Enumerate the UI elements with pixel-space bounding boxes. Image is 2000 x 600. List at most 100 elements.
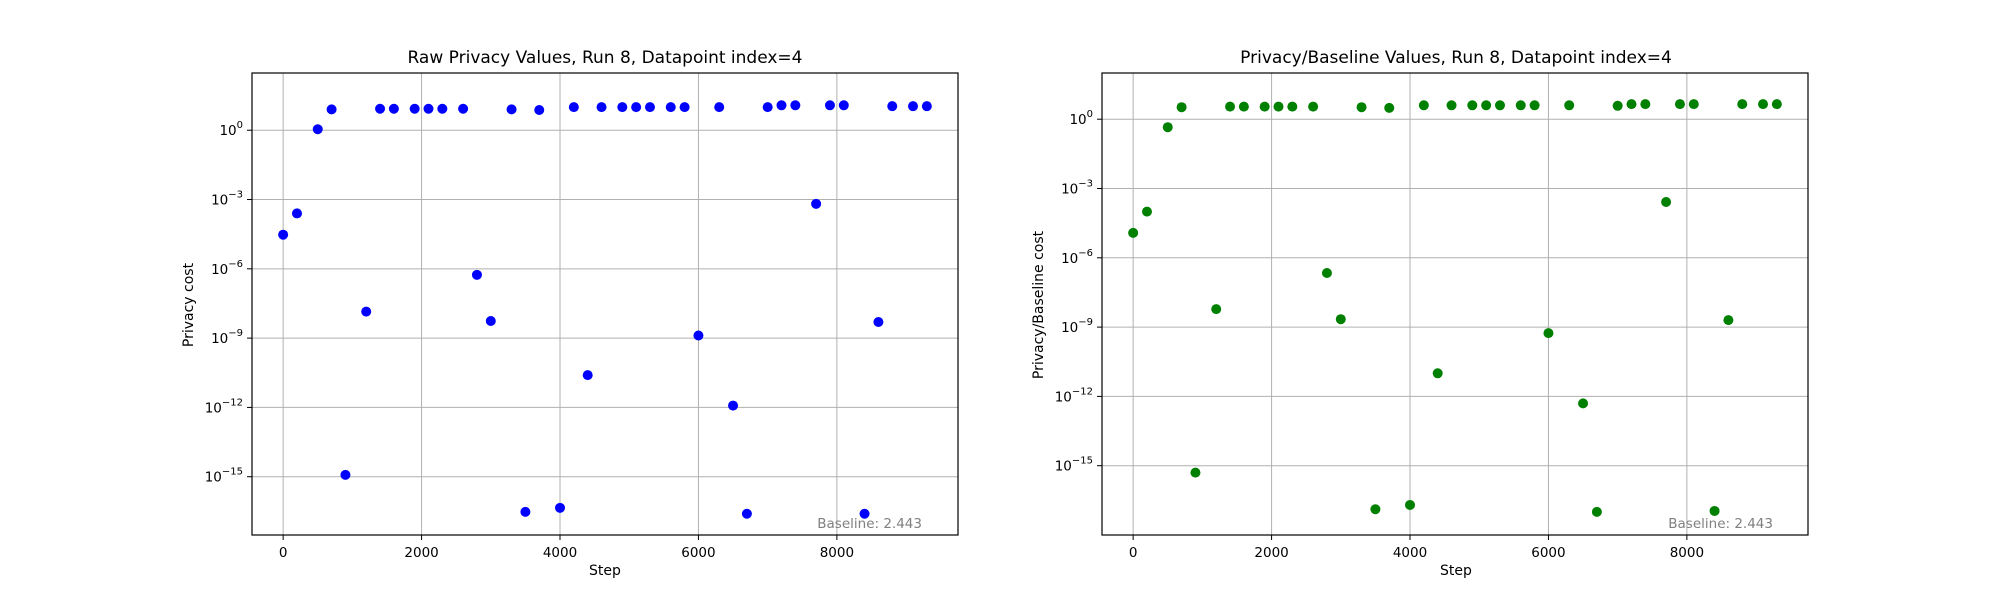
x-tick-label: 2000: [1254, 545, 1288, 561]
data-point: [859, 508, 870, 519]
y-axis-label: Privacy cost: [181, 262, 197, 347]
data-point: [1771, 99, 1782, 110]
data-point: [534, 105, 545, 116]
data-point: [555, 502, 566, 513]
data-point: [1723, 315, 1734, 326]
plot-frame: [1101, 72, 1809, 536]
data-point: [361, 306, 372, 317]
data-point: [1162, 122, 1173, 133]
y-tick-base: 10: [211, 193, 228, 209]
y-tick-base: 10: [1061, 182, 1078, 198]
x-tick-label: 4000: [543, 545, 577, 561]
scatter-series: [1128, 99, 1782, 517]
data-point: [1335, 314, 1346, 325]
data-point: [1141, 206, 1152, 217]
data-point: [1494, 100, 1505, 111]
data-point: [1543, 328, 1554, 339]
x-tick-label: 8000: [820, 545, 854, 561]
y-tick-exponent: −12: [1072, 386, 1093, 397]
x-tick-label: 4000: [1393, 545, 1427, 561]
data-point: [1674, 99, 1685, 110]
y-tick-base: 10: [1055, 389, 1072, 405]
y-tick-label: 10−3: [211, 190, 243, 209]
y-tick-label: 10−15: [205, 467, 243, 486]
y-tick-label: 10−9: [1061, 317, 1093, 336]
data-point: [873, 316, 884, 327]
x-tick-label: 2000: [404, 545, 438, 561]
data-point: [679, 102, 690, 113]
data-point: [1529, 100, 1540, 111]
data-point: [388, 103, 399, 114]
y-axis-label: Privacy/Baseline cost: [1031, 230, 1047, 379]
gridlines: [1102, 73, 1808, 535]
y-tick-label: 100: [219, 120, 243, 139]
data-point: [1640, 99, 1651, 110]
data-point: [409, 103, 420, 114]
y-tick-exponent: 0: [237, 120, 243, 131]
data-point: [811, 198, 822, 209]
gridlines: [252, 73, 958, 535]
y-tick-label: 10−9: [211, 328, 243, 347]
y-tick-base: 10: [1061, 320, 1078, 336]
privacy-baseline-chart: Privacy/Baseline Values, Run 8, Datapoin…: [1031, 48, 1809, 579]
chart-title: Privacy/Baseline Values, Run 8, Datapoin…: [1240, 48, 1672, 68]
data-point: [471, 269, 482, 280]
data-point: [887, 101, 898, 112]
data-point: [1446, 100, 1457, 111]
data-point: [1661, 197, 1672, 208]
y-tick-exponent: −3: [1078, 179, 1093, 190]
data-point: [631, 102, 642, 113]
data-point: [1418, 100, 1429, 111]
y-tick-label: 10−6: [1061, 248, 1093, 267]
data-point: [762, 102, 773, 113]
data-point: [644, 102, 655, 113]
y-tick-label: 100: [1069, 109, 1093, 128]
y-tick-base: 10: [219, 123, 236, 139]
data-point: [312, 124, 323, 135]
data-point: [1467, 100, 1478, 111]
y-tick-label: 10−12: [1055, 386, 1093, 405]
x-tick-label: 6000: [681, 545, 715, 561]
x-tick-label: 0: [279, 545, 288, 561]
data-point: [375, 103, 386, 114]
data-point: [1515, 100, 1526, 111]
x-tick-label: 8000: [1670, 545, 1704, 561]
y-tick-exponent: −9: [1078, 317, 1093, 328]
data-point: [1591, 506, 1602, 517]
data-point: [1356, 102, 1367, 113]
data-point: [582, 370, 593, 381]
data-point: [1384, 102, 1395, 113]
data-point: [1211, 304, 1222, 315]
data-point: [693, 330, 704, 341]
data-point: [665, 102, 676, 113]
x-axis-label: Step: [1440, 563, 1472, 579]
data-point: [1709, 505, 1720, 516]
data-point: [776, 100, 787, 111]
data-point: [506, 104, 517, 115]
y-tick-exponent: −12: [222, 397, 243, 408]
y-tick-base: 10: [1061, 251, 1078, 267]
y-tick-exponent: 0: [1087, 109, 1093, 120]
data-point: [741, 508, 752, 519]
y-tick-exponent: −3: [228, 190, 243, 201]
data-point: [1259, 101, 1270, 112]
y-tick-label: 10−12: [205, 397, 243, 416]
chart-title: Raw Privacy Values, Run 8, Datapoint ind…: [407, 48, 802, 68]
data-point: [790, 100, 801, 111]
data-point: [1238, 101, 1249, 112]
data-point: [278, 229, 289, 240]
y-tick-base: 10: [211, 262, 228, 278]
data-point: [458, 103, 469, 114]
data-point: [326, 104, 337, 115]
y-tick-label: 10−15: [1055, 456, 1093, 475]
x-axis-label: Step: [589, 563, 621, 579]
data-point: [1578, 398, 1589, 409]
data-point: [838, 100, 849, 111]
data-point: [1176, 102, 1187, 113]
data-point: [1273, 101, 1284, 112]
data-point: [520, 506, 531, 517]
data-point: [340, 469, 351, 480]
data-point: [1758, 99, 1769, 110]
scatter-series: [278, 100, 932, 519]
